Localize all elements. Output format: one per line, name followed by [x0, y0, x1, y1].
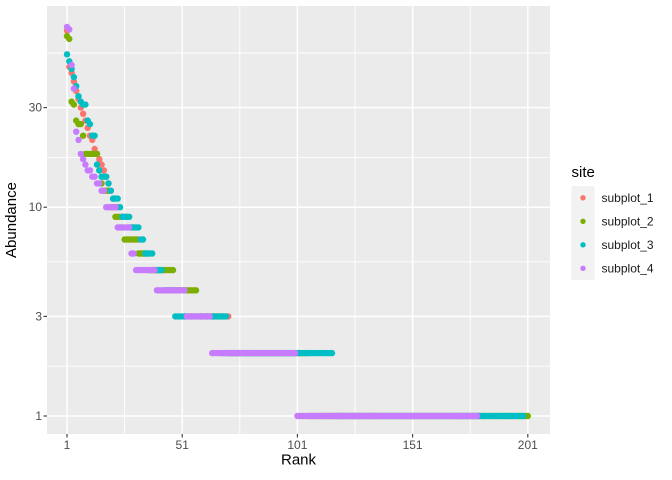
data-point-subplot_3 [158, 266, 165, 274]
data-point-subplot_3 [63, 51, 71, 58]
data-point-subplot_3 [107, 187, 115, 194]
data-point-subplot_3 [105, 180, 112, 187]
panel-background [47, 6, 550, 434]
y-tick-label: 1 [35, 409, 42, 423]
x-tick-label: 101 [287, 438, 307, 452]
legend-title: site [572, 164, 595, 181]
y-tick-label: 30 [29, 101, 43, 115]
data-point-subplot_3 [103, 173, 110, 180]
data-point-subplot_1 [91, 145, 98, 153]
legend-keys: subplot_1 subplot_2 subplot_3 subplot_4 [571, 186, 654, 280]
data-point-subplot_4 [86, 167, 94, 174]
data-point-subplot_4 [100, 187, 108, 194]
x-tick-label: 51 [176, 438, 190, 452]
legend-label-subplot_4: subplot_4 [602, 262, 654, 276]
data-point-subplot_3 [135, 224, 142, 231]
data-point-subplot_4 [75, 136, 82, 144]
data-point-subplot_4 [73, 128, 80, 135]
legend-point-subplot_4 [580, 265, 586, 271]
data-point-subplot_3 [520, 412, 527, 420]
data-point-subplot_1 [98, 161, 105, 168]
x-axis-tick-labels: 1 51 101 151 201 [64, 438, 538, 452]
data-point-subplot_4 [126, 224, 133, 231]
data-point-subplot_4 [181, 287, 188, 294]
data-point-subplot_3 [139, 236, 147, 243]
data-point-subplot_2 [169, 266, 177, 274]
data-points [63, 23, 531, 420]
data-point-subplot_2 [114, 213, 121, 220]
data-point-subplot_4 [291, 349, 299, 357]
y-axis-title: Abundance [3, 182, 20, 258]
data-point-subplot_3 [328, 349, 336, 357]
data-point-subplot_3 [222, 313, 230, 320]
data-point-subplot_2 [66, 35, 73, 43]
x-axis-title: Rank [281, 452, 317, 469]
data-point-subplot_3 [86, 120, 94, 128]
data-point-subplot_4 [91, 173, 98, 180]
data-point-subplot_1 [79, 110, 87, 118]
data-point-subplot_1 [96, 155, 103, 163]
legend-point-subplot_2 [580, 218, 586, 224]
data-point-subplot_4 [66, 26, 73, 33]
data-point-subplot_2 [79, 132, 87, 139]
data-point-subplot_4 [79, 155, 87, 163]
data-point-subplot_1 [100, 167, 108, 174]
data-point-subplot_4 [151, 266, 158, 274]
data-point-subplot_4 [206, 313, 213, 320]
data-point-subplot_3 [116, 204, 124, 211]
data-point-subplot_3 [70, 73, 78, 81]
data-point-subplot_2 [93, 150, 101, 158]
data-point-subplot_2 [77, 120, 85, 128]
data-point-subplot_4 [130, 250, 137, 257]
axis-tick-marks [43, 107, 529, 438]
data-point-subplot_3 [96, 167, 103, 174]
data-point-subplot_4 [96, 180, 103, 187]
data-point-subplot_4 [70, 85, 78, 92]
data-point-subplot_4 [77, 150, 85, 158]
y-tick-label: 10 [29, 200, 43, 214]
legend-label-subplot_1: subplot_1 [602, 191, 654, 205]
data-point-subplot_3 [93, 161, 101, 168]
y-tick-label: 3 [35, 309, 42, 323]
data-point-subplot_4 [112, 204, 119, 211]
x-tick-label: 151 [403, 438, 423, 452]
y-axis-tick-labels: 1 3 10 30 [29, 101, 43, 423]
data-point-subplot_2 [70, 101, 78, 108]
legend-point-subplot_1 [580, 195, 586, 201]
data-point-subplot_3 [149, 250, 156, 257]
data-point-subplot_2 [192, 287, 200, 294]
data-point-subplot_4 [82, 161, 89, 168]
data-point-subplot_3 [82, 101, 89, 108]
gridlines-minor [47, 6, 550, 434]
x-tick-label: 1 [64, 438, 71, 452]
data-point-subplot_3 [126, 213, 133, 220]
legend-label-subplot_2: subplot_2 [602, 215, 654, 229]
data-point-subplot_3 [75, 93, 82, 100]
data-point-subplot_2 [524, 412, 531, 420]
data-point-subplot_3 [114, 195, 121, 202]
data-point-subplot_2 [132, 236, 140, 243]
legend-label-subplot_3: subplot_3 [602, 238, 654, 252]
legend-point-subplot_3 [580, 242, 586, 248]
x-tick-label: 201 [518, 438, 538, 452]
data-point-subplot_4 [473, 412, 481, 420]
data-point-subplot_4 [68, 61, 75, 69]
legend: site subplot_1subplot_2subplot_3subplot_… [571, 164, 654, 280]
data-point-subplot_3 [91, 132, 98, 139]
